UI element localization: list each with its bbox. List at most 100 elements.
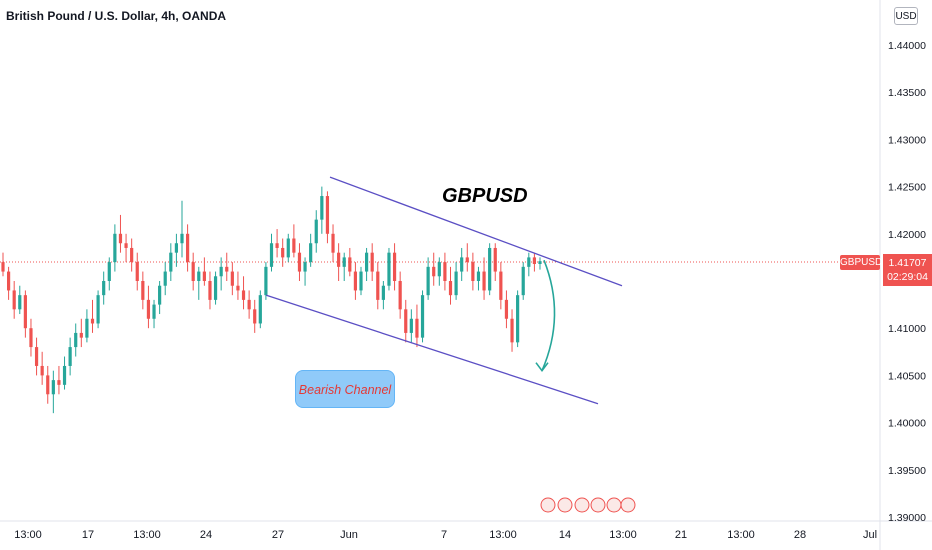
event-icon[interactable]: [606, 497, 622, 513]
pair-annotation[interactable]: GBPUSD: [442, 185, 528, 207]
candle-body: [169, 252, 173, 272]
y-tick-label: 1.43500: [888, 87, 926, 99]
candle-body: [504, 299, 509, 319]
candle-body: [465, 257, 469, 263]
candle-body: [454, 271, 458, 296]
candle-body: [337, 252, 341, 267]
candles: [1, 186, 542, 414]
candle-body: [191, 262, 195, 281]
candle-body: [40, 365, 44, 376]
y-tick-label: 1.39500: [888, 465, 926, 477]
projection-curve: [541, 259, 556, 371]
candle-body: [135, 262, 139, 281]
x-tick-label: 7: [441, 529, 447, 541]
candle-body: [314, 219, 318, 244]
candle-body: [253, 309, 257, 324]
candle-body: [392, 252, 397, 281]
candle-body: [527, 257, 531, 267]
candle-body: [130, 247, 134, 263]
candle-body: [387, 252, 391, 286]
x-tick-label: 14: [559, 529, 571, 541]
candle-body: [303, 262, 307, 272]
candle-body: [381, 285, 385, 300]
x-tick-label: 13:00: [133, 529, 161, 541]
candle-body: [57, 380, 61, 385]
channel-line-lower[interactable]: [265, 294, 599, 405]
bar-countdown: 02:29:04: [887, 271, 928, 283]
candle-body: [510, 318, 514, 343]
candle-body: [353, 271, 358, 291]
candle-body: [286, 238, 290, 258]
candle-body: [476, 271, 481, 281]
candle-body: [124, 243, 128, 248]
x-tick-label: 24: [200, 529, 212, 541]
event-icon[interactable]: [540, 497, 556, 513]
candle-body: [230, 271, 234, 286]
candle-body: [12, 290, 16, 310]
candle-body: [174, 243, 179, 253]
candle-body: [102, 281, 106, 296]
candle-body: [493, 247, 497, 272]
candle-body: [208, 281, 212, 300]
candle-body: [292, 238, 296, 253]
x-tick-label: Jun: [340, 529, 358, 541]
candle-body: [85, 318, 89, 338]
candle-body: [398, 281, 402, 310]
x-axis-ticks: 13:00 17 13:00 24 27 Jun 7 13:00 14 13:00 21 13:00 2…: [14, 529, 877, 541]
y-tick-label: 1.41000: [888, 323, 926, 335]
candle-body: [420, 295, 425, 338]
event-icon[interactable]: [557, 497, 573, 513]
y-tick-label: 1.39000: [888, 512, 926, 524]
candle-body: [342, 257, 346, 267]
x-tick-label: 21: [675, 529, 687, 541]
channel-line-upper[interactable]: [329, 176, 623, 287]
candle-body: [409, 318, 413, 333]
candle-body: [23, 295, 27, 329]
y-tick-label: 1.40000: [888, 418, 926, 430]
current-price-tag: 1.41707 02:29:04: [883, 254, 932, 286]
candle-body: [331, 233, 335, 253]
event-icon[interactable]: [590, 497, 606, 513]
current-price-value: 1.41707: [888, 257, 927, 269]
candle-body: [185, 233, 190, 263]
candle-body: [320, 196, 324, 220]
economic-events-icons[interactable]: [540, 497, 636, 513]
candle-body: [90, 318, 95, 324]
candle-body: [376, 271, 380, 300]
event-icon[interactable]: [620, 497, 636, 513]
candle-body: [359, 271, 363, 291]
candle-body: [68, 347, 72, 366]
candle-body: [62, 365, 67, 385]
channel-lines[interactable]: [265, 176, 623, 405]
bearish-channel-callout[interactable]: Bearish Channel: [295, 370, 395, 408]
candle-body: [107, 262, 111, 281]
x-tick-label: 13:00: [489, 529, 517, 541]
projection-arrow: [535, 259, 556, 373]
candle-body: [426, 266, 430, 296]
candle-body: [348, 257, 352, 272]
candle-body: [34, 347, 39, 366]
candle-body: [180, 233, 184, 244]
candle-body: [225, 266, 229, 272]
candle-body: [141, 281, 145, 300]
x-tick-label: 13:00: [609, 529, 637, 541]
candle-body: [432, 266, 436, 277]
candle-body: [297, 252, 302, 272]
candle-body: [213, 276, 218, 300]
candle-body: [281, 247, 285, 258]
currency-button[interactable]: USD: [894, 7, 918, 25]
candle-body: [521, 266, 525, 296]
candle-body: [113, 233, 117, 263]
candle-body: [158, 285, 162, 305]
x-tick-label: 27: [272, 529, 284, 541]
candle-body: [364, 252, 369, 272]
event-icon[interactable]: [574, 497, 590, 513]
candle-body: [443, 262, 447, 281]
candle-body: [275, 243, 279, 248]
candle-body: [264, 266, 268, 296]
current-symbol-tag: GBPUSD: [840, 255, 883, 270]
candle-body: [236, 285, 240, 291]
y-tick-label: 1.44000: [888, 40, 926, 52]
candle-body: [1, 262, 5, 272]
